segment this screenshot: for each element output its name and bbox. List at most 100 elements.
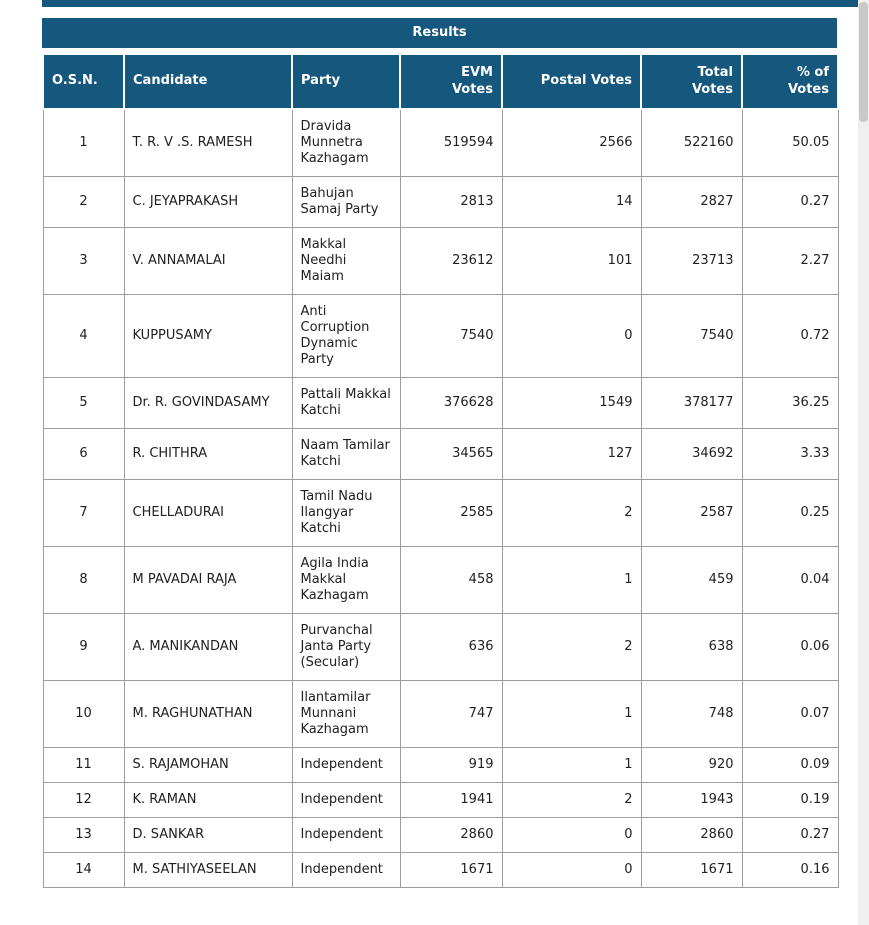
cell-party: Independent [291,852,401,888]
cell-total_votes: 378177 [640,377,743,429]
cell-postal_votes: 127 [501,428,642,480]
result-row: 14 M. SATHIYASEELAN Independent 1671 0 1671 0.… [42,852,839,888]
cell-postal_votes: 2566 [501,108,642,177]
cell-evm_votes: 636 [399,613,503,681]
cell-evm_votes: 34565 [399,428,503,480]
cell-total_votes: 1671 [640,852,743,888]
cell-pct_of_votes: 0.07 [741,680,839,748]
cell-candidate: M. SATHIYASEELAN [123,852,293,888]
cell-party: Dravida Munnetra Kazhagam [291,108,401,177]
cell-total_votes: 2827 [640,176,743,228]
cell-postal_votes: 2 [501,613,642,681]
cell-total_votes: 2587 [640,479,743,547]
cell-osn: 14 [42,852,125,888]
result-row: 7 CHELLADURAI Tamil Nadu Ilangyar Katchi 25… [42,479,839,547]
result-row: 1 T. R. V .S. RAMESH Dravida Munnetra Kazh… [42,108,839,177]
cell-total_votes: 920 [640,747,743,783]
scrollbar-thumb[interactable] [859,2,868,122]
cell-pct_of_votes: 0.16 [741,852,839,888]
cell-osn: 6 [42,428,125,480]
cell-osn: 11 [42,747,125,783]
cell-osn: 7 [42,479,125,547]
result-row: 5 Dr. R. GOVINDASAMY Pattali Makkal Katchi… [42,377,839,429]
cell-candidate: M. RAGHUNATHAN [123,680,293,748]
cell-pct_of_votes: 0.04 [741,546,839,614]
column-header-postal_votes: Postal Votes [501,53,642,110]
cell-total_votes: 1943 [640,782,743,818]
cell-osn: 1 [42,108,125,177]
cell-candidate: D. SANKAR [123,817,293,853]
cell-postal_votes: 0 [501,294,642,378]
cell-pct_of_votes: 2.27 [741,227,839,295]
cell-postal_votes: 101 [501,227,642,295]
cell-evm_votes: 1671 [399,852,503,888]
cell-osn: 9 [42,613,125,681]
column-header-evm_votes: EVM Votes [399,53,503,110]
cell-party: Anti Corruption Dynamic Party [291,294,401,378]
cell-evm_votes: 2585 [399,479,503,547]
cell-postal_votes: 0 [501,817,642,853]
cell-evm_votes: 376628 [399,377,503,429]
column-header-osn: O.S.N. [42,53,125,110]
cell-evm_votes: 2860 [399,817,503,853]
cell-candidate: C. JEYAPRAKASH [123,176,293,228]
cell-pct_of_votes: 0.27 [741,176,839,228]
results-section: Results O.S.N. Candidate Party EVM Votes Pos… [42,18,839,888]
cell-osn: 13 [42,817,125,853]
result-row: 11 S. RAJAMOHAN Independent 919 1 920 0.09 [42,747,839,783]
column-header-party: Party [291,53,401,110]
cell-postal_votes: 1 [501,747,642,783]
cell-evm_votes: 519594 [399,108,503,177]
cell-candidate: CHELLADURAI [123,479,293,547]
cell-evm_votes: 1941 [399,782,503,818]
cell-candidate: R. CHITHRA [123,428,293,480]
result-row: 6 R. CHITHRA Naam Tamilar Katchi 34565 127 34… [42,428,839,480]
cell-total_votes: 638 [640,613,743,681]
cell-pct_of_votes: 50.05 [741,108,839,177]
cell-party: Agila India Makkal Kazhagam [291,546,401,614]
result-row: 13 D. SANKAR Independent 2860 0 2860 0.27 [42,817,839,853]
cell-postal_votes: 1 [501,680,642,748]
cell-party: Purvanchal Janta Party (Secular) [291,613,401,681]
cell-party: Independent [291,747,401,783]
column-header-candidate: Candidate [123,53,293,110]
cell-pct_of_votes: 0.27 [741,817,839,853]
cell-candidate: KUPPUSAMY [123,294,293,378]
cell-evm_votes: 2813 [399,176,503,228]
cell-evm_votes: 458 [399,546,503,614]
cell-party: Makkal Needhi Maiam [291,227,401,295]
cell-candidate: V. ANNAMALAI [123,227,293,295]
result-row: 9 A. MANIKANDAN Purvanchal Janta Party (Se… [42,613,839,681]
column-header-total_votes: Total Votes [640,53,743,110]
cell-evm_votes: 747 [399,680,503,748]
cell-total_votes: 2860 [640,817,743,853]
cell-total_votes: 23713 [640,227,743,295]
cell-osn: 3 [42,227,125,295]
cell-postal_votes: 1549 [501,377,642,429]
cell-evm_votes: 919 [399,747,503,783]
vertical-scrollbar[interactable] [858,0,869,925]
cell-osn: 4 [42,294,125,378]
cell-pct_of_votes: 0.19 [741,782,839,818]
results-header-row: O.S.N. Candidate Party EVM Votes Postal Vote… [42,53,839,110]
cell-party: Naam Tamilar Katchi [291,428,401,480]
cell-osn: 2 [42,176,125,228]
cell-pct_of_votes: 3.33 [741,428,839,480]
cell-pct_of_votes: 36.25 [741,377,839,429]
result-row: 4 KUPPUSAMY Anti Corruption Dynamic Party 7… [42,294,839,378]
cell-candidate: M PAVADAI RAJA [123,546,293,614]
cell-candidate: Dr. R. GOVINDASAMY [123,377,293,429]
result-row: 12 K. RAMAN Independent 1941 2 1943 0.19 [42,782,839,818]
cell-postal_votes: 2 [501,479,642,547]
cell-party: Pattali Makkal Katchi [291,377,401,429]
top-header-strip [42,0,858,7]
cell-pct_of_votes: 0.06 [741,613,839,681]
cell-party: Bahujan Samaj Party [291,176,401,228]
cell-postal_votes: 0 [501,852,642,888]
cell-osn: 8 [42,546,125,614]
results-table: O.S.N. Candidate Party EVM Votes Postal Vote… [42,53,839,888]
cell-total_votes: 522160 [640,108,743,177]
results-table-head: O.S.N. Candidate Party EVM Votes Postal Vote… [42,53,839,110]
cell-party: Tamil Nadu Ilangyar Katchi [291,479,401,547]
